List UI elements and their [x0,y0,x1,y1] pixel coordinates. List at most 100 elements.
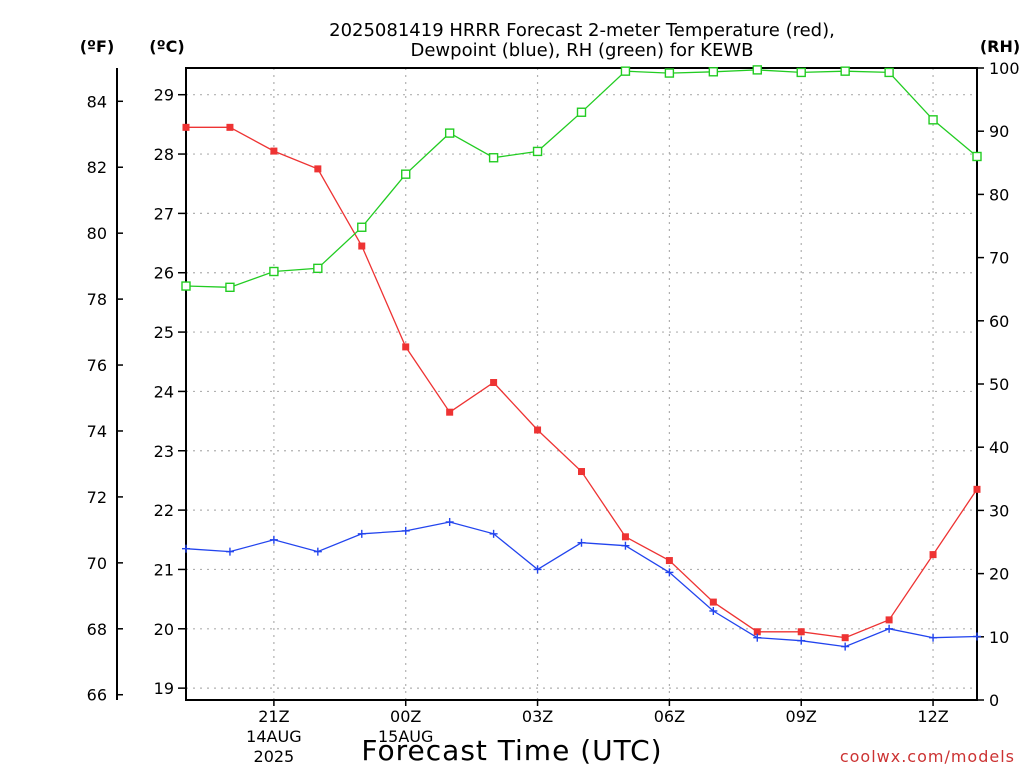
dewpoint-point [797,636,806,645]
celsius-tick-label: 29 [154,86,174,105]
rh-tick-label: 50 [989,375,1009,394]
rh-point [752,65,762,75]
temperature-point [270,147,278,155]
dewpoint-point [621,541,630,550]
plot-frame [185,67,978,701]
rh-tick-label: 80 [989,185,1009,204]
temperature-point [929,551,937,559]
fahrenheit-tick-label: 72 [87,488,107,507]
temperature-point [841,634,849,642]
rh-point [884,67,894,78]
celsius-tick-label: 22 [154,501,174,520]
rh-point [972,151,982,162]
temperature-point [621,533,629,541]
fahrenheit-unit-label: (ºF) [80,37,115,56]
x-tick-label: 00Z [390,707,421,726]
rh-tick-label: 100 [989,59,1020,78]
temperature-point [358,242,366,250]
celsius-tick-label: 25 [154,323,174,342]
temperature-point [402,343,410,351]
celsius-tick-label: 27 [154,204,174,223]
dewpoint-point [753,633,762,642]
chart-title-line-2: Dewpoint (blue), RH (green) for KEWB [411,40,754,61]
temperature-series [182,123,981,642]
x-tick-label: 12Z [917,707,948,726]
celsius-tick-label: 23 [154,442,174,461]
fahrenheit-tick-label: 70 [87,554,107,573]
rh-tick-label: 90 [989,122,1009,141]
rh-point [620,66,631,76]
dewpoint-point [665,568,674,577]
dewpoint-point [445,517,454,526]
x-tick-label: 06Z [654,707,685,726]
rh-point [401,169,411,179]
rh-tick-label: 0 [989,691,999,710]
fahrenheit-tick-label: 66 [87,686,107,705]
celsius-unit-label: (ºC) [149,37,184,56]
temperature-point [973,485,981,493]
dewpoint-point [313,547,322,556]
dewpoint-point [401,526,410,535]
rh-point [313,263,323,274]
dewpoint-point [709,606,718,615]
fahrenheit-tick-label: 74 [87,422,107,441]
temperature-point [182,123,190,131]
x-axis-title: Forecast Time (UTC) [361,734,662,767]
x-tick-year: 2025 [254,747,295,766]
celsius-tick-label: 21 [154,560,174,579]
celsius-tick-label: 28 [154,145,174,164]
fahrenheit-tick-label: 78 [87,290,107,309]
rh-point [796,67,806,78]
rh-tick-label: 20 [989,565,1009,584]
x-tick-label: 21Z [258,707,289,726]
temperature-line [186,126,978,639]
dewpoint-point [929,633,938,642]
temperature-point [578,468,585,476]
fahrenheit-tick-label: 76 [87,356,107,375]
celsius-tick-label: 24 [154,382,174,401]
temperature-point [490,379,498,387]
dewpoint-point [533,565,542,574]
watermark: coolwx.com/models [840,747,1015,766]
rh-point [357,222,367,232]
rh-line [185,69,978,288]
rh-point [708,67,719,77]
x-tick-label: 03Z [522,707,553,726]
temperature-point [226,123,234,131]
x-tick-label: 09Z [786,707,817,726]
celsius-tick-label: 19 [154,679,174,698]
dewpoint-series [182,517,981,651]
rh-point [664,68,675,78]
temperature-point [797,628,805,636]
rh-tick-label: 30 [989,501,1009,520]
fahrenheit-tick-label: 68 [87,620,107,639]
temperature-point [314,165,322,173]
rh-tick-label: 10 [989,628,1009,647]
dewpoint-point [885,624,894,633]
rh-point [532,146,543,157]
temperature-point [709,598,717,606]
rh-point [225,282,235,293]
x-tick-date: 14AUG [246,727,301,746]
dewpoint-point [973,632,981,641]
dewpoint-point [269,535,278,544]
rh-tick-label: 70 [989,249,1009,268]
rh-point [269,266,279,277]
rh-series [181,65,982,293]
temperature-point [665,557,673,565]
dewpoint-point [577,538,586,547]
fahrenheit-tick-label: 82 [87,158,107,177]
chart-title-line-1: 2025081419 HRRR Forecast 2-meter Tempera… [329,20,835,41]
dewpoint-point [225,547,234,556]
rh-point [488,153,499,163]
celsius-tick-label: 20 [154,620,174,639]
grid-lines [186,68,977,700]
dewpoint-point [841,642,850,651]
chart-title: 2025081419 HRRR Forecast 2-meter Tempera… [329,20,835,61]
fahrenheit-tick-label: 80 [87,224,107,243]
data-series [181,65,982,651]
celsius-tick-label: 26 [154,264,174,283]
dewpoint-point [489,529,498,538]
rh-tick-label: 40 [989,438,1009,457]
